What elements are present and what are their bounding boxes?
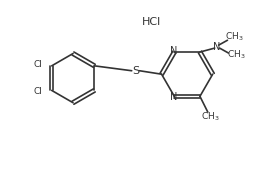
Text: Cl: Cl (33, 87, 42, 96)
Text: S: S (132, 66, 139, 76)
Text: N: N (213, 42, 220, 52)
Text: CH$_3$: CH$_3$ (227, 49, 246, 61)
Text: N: N (170, 46, 177, 56)
Text: CH$_3$: CH$_3$ (225, 30, 244, 43)
Text: CH$_3$: CH$_3$ (201, 111, 220, 123)
Text: N: N (170, 92, 177, 102)
Text: HCl: HCl (142, 17, 161, 27)
Text: Cl: Cl (33, 60, 42, 69)
